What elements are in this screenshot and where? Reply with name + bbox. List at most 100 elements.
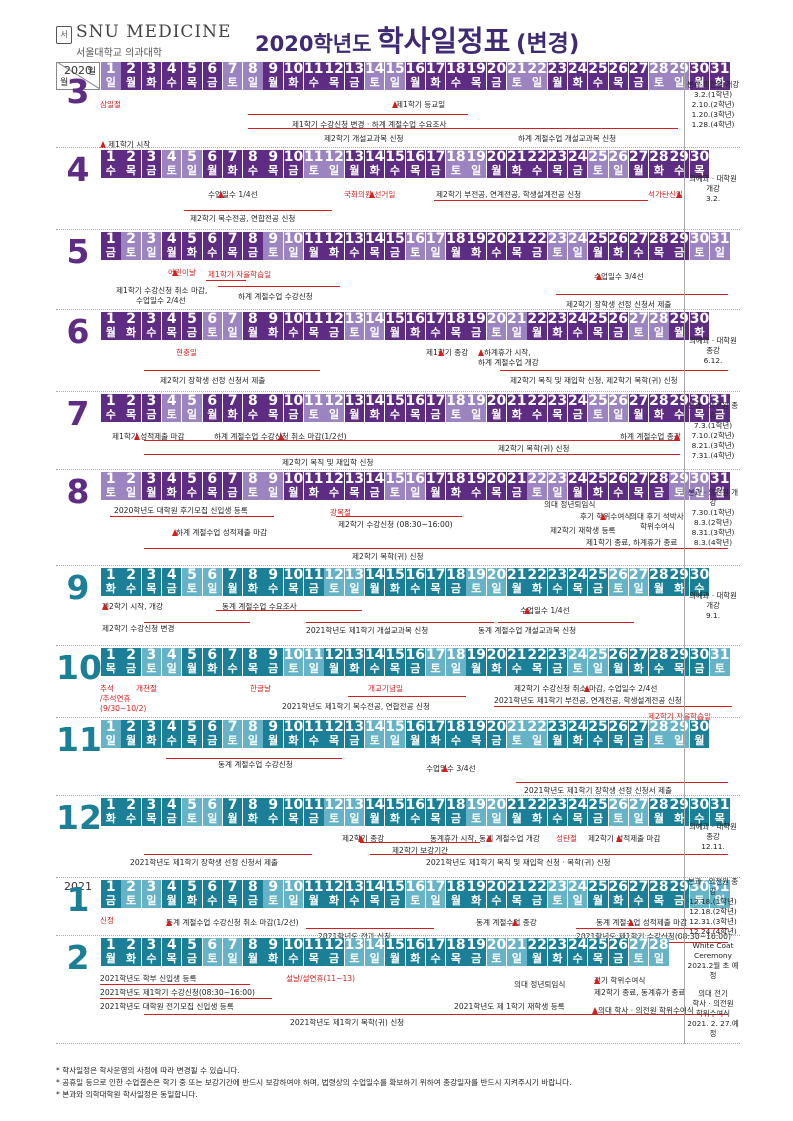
day-number: 30 [689, 797, 710, 813]
month-block: 4 1 수 2 목 3 금 4 토 5 일 6 월 7 화 8 수 9 목 10 금 11 토 12 일 13 월 14 화 15 수 16 목… [56, 148, 740, 230]
day-cell: 10 수 [283, 938, 304, 966]
day-row: 1 토 2 일 3 월 4 화 5 수 6 목 7 금 8 토 9 일 10 월 11 화 12 수 13 목 14 금 15 토 16 일 1… [101, 471, 731, 500]
title-main: 학사일정표 [377, 24, 511, 58]
day-number: 24 [567, 311, 588, 327]
event-label: 제2학기 자율학습일 [648, 712, 712, 721]
day-cell: 16 월 [405, 62, 426, 90]
event-label: 2020학년도 대학원 후기모집 신입생 등록 [114, 506, 248, 515]
event-label: 제1학기 성적제출 마감 [112, 432, 185, 441]
day-weekday: 화 [572, 734, 583, 747]
day-number: 10 [283, 61, 304, 77]
day-cell: 28 금 [649, 472, 669, 500]
footer-note: * 학사일정은 학사운영의 사정에 따라 변경될 수 있습니다. [56, 1066, 240, 1075]
event-marker-icon [102, 603, 108, 610]
day-number: 4 [166, 797, 177, 813]
month-number: 11 [56, 720, 102, 759]
day-weekday: 일 [227, 952, 238, 965]
day-cell: 25 토 [588, 150, 608, 178]
day-weekday: 화 [653, 408, 664, 421]
day-number: 27 [628, 311, 649, 327]
day-number: 26 [608, 393, 629, 409]
day-number: 3 [146, 231, 157, 247]
day-cell: 17 목 [425, 798, 446, 826]
event-label: 제2학기 복직 및 재입학 신청 [282, 458, 374, 467]
day-weekday: 월 [633, 164, 644, 177]
day-weekday: 일 [288, 894, 299, 907]
day-number: 31 [710, 393, 730, 409]
event-marker-icon [166, 919, 172, 926]
day-number: 31 [710, 879, 730, 895]
day-number: 12 [324, 471, 344, 487]
day-number: 9 [268, 149, 279, 165]
day-number: 5 [187, 471, 197, 487]
day-weekday: 금 [369, 486, 380, 499]
day-number: 14 [364, 149, 385, 165]
day-weekday: 일 [146, 246, 157, 259]
event-label: 제2학기 시작, 개강 [102, 602, 163, 611]
side-note-line: 2021.2월 초 예정 [687, 961, 739, 980]
day-number: 19 [466, 311, 486, 327]
side-note-line: 8.31.(3학년) [691, 528, 735, 537]
side-note-line: 8.3.(4학년) [693, 538, 733, 547]
snu-emblem-icon: 서 [56, 26, 72, 44]
day-cell: 10 목 [283, 798, 304, 826]
day-cell: 27 금 [628, 62, 649, 90]
day-number: 12 [324, 149, 344, 165]
event-label: 수업일수 1/4선 [208, 190, 258, 199]
day-number: 9 [268, 311, 279, 327]
day-number: 9 [268, 567, 279, 583]
event-label: 하계휴가 시작, [484, 348, 531, 357]
event-marker-icon [218, 191, 224, 198]
day-cell: 28 토 [649, 62, 669, 90]
day-cell: 16 금 [405, 648, 426, 676]
day-cell: 30 월 [689, 720, 710, 748]
day-cell: 21 일 [507, 312, 527, 340]
day-cell: 23 수 [547, 798, 568, 826]
day-cell: 11 금 [304, 568, 324, 596]
day-weekday: 화 [633, 662, 644, 675]
day-number: 5 [187, 567, 197, 583]
day-cell: 19 토 [466, 568, 486, 596]
day-cell: 27 토 [628, 311, 649, 340]
day-number: 7 [227, 797, 238, 813]
day-cell: 12 금 [324, 312, 344, 340]
day-number: 17 [425, 311, 446, 327]
day-number: 5 [187, 393, 197, 409]
day-number: 16 [405, 567, 426, 583]
day-cell: 19 목 [466, 62, 486, 90]
day-weekday: 월 [592, 246, 604, 259]
day-number: 30 [689, 567, 710, 583]
day-number: 11 [304, 797, 324, 813]
day-weekday: 일 [430, 246, 441, 259]
day-weekday: 토 [389, 486, 401, 499]
event-marker-icon [100, 141, 106, 148]
day-number: 18 [446, 471, 466, 487]
day-number: 18 [446, 719, 466, 735]
day-number: 2 [126, 311, 136, 327]
day-number: 28 [649, 231, 669, 247]
day-number: 2 [126, 937, 136, 953]
side-note-line: Ceremony [694, 951, 732, 960]
day-row: 1 화 2 수 3 목 4 금 5 토 6 일 7 월 8 화 9 수 10 목 11 금 12 토 13 일 14 월 15 화 16 수 1… [101, 568, 710, 596]
day-weekday: 월 [166, 894, 177, 907]
event-marker-icon [172, 269, 178, 276]
side-note-line: 본과 · 의전원 종강 [687, 877, 739, 896]
day-weekday: 수 [694, 582, 705, 595]
day-cell: 19 화 [466, 232, 486, 260]
day-number: 6 [207, 311, 218, 327]
day-number: 6 [207, 149, 218, 165]
corner-day-label: 일 [87, 67, 96, 77]
day-cell: 12 금 [324, 938, 344, 966]
month-number: 10 [56, 648, 102, 687]
day-number: 1 [105, 471, 116, 487]
